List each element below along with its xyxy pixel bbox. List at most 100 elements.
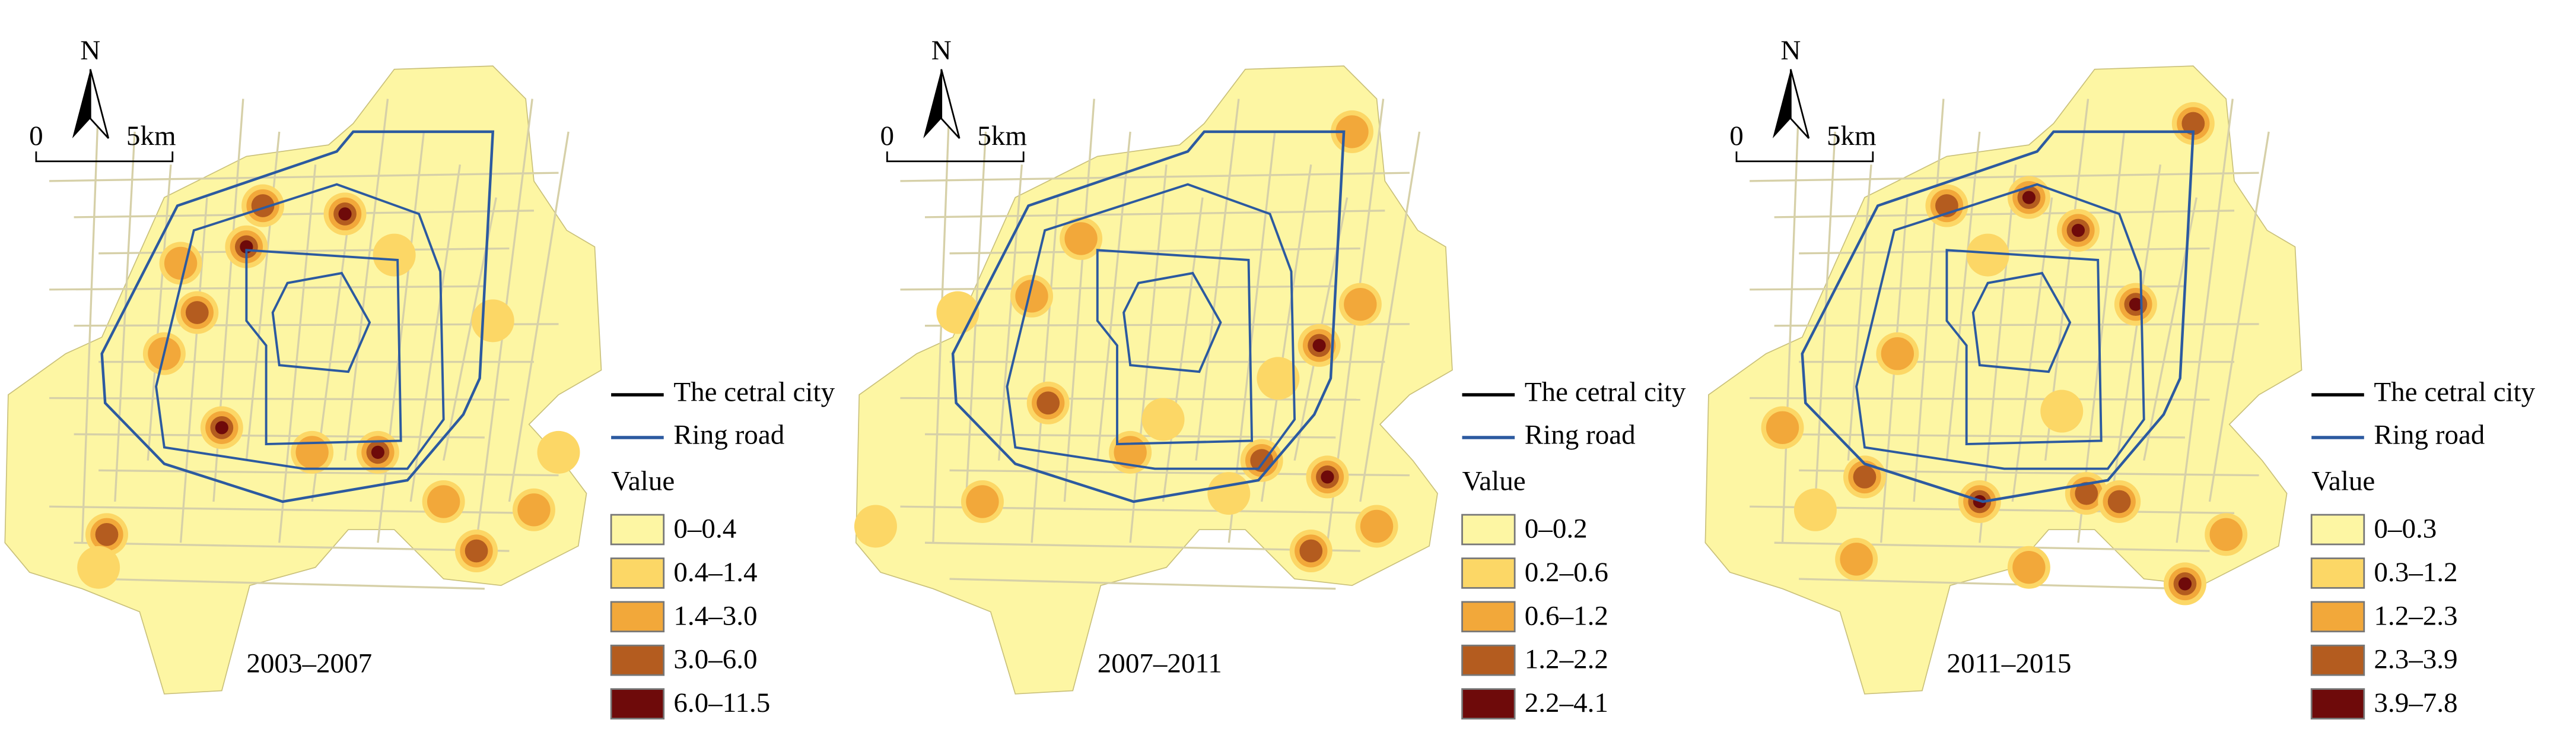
ring-road	[1096, 249, 1254, 446]
road	[925, 323, 1410, 327]
hotspot	[537, 430, 580, 474]
hotspot	[164, 246, 198, 280]
legend-label: Ring road	[673, 420, 784, 451]
legend-swatch	[1461, 557, 1516, 589]
hotspot	[966, 485, 999, 518]
legend-label: 6.0–11.5	[673, 687, 770, 718]
legend-label: Ring road	[2374, 420, 2485, 451]
legend-label: 0.2–0.6	[1525, 557, 1608, 588]
hotspot	[295, 436, 329, 469]
scale-bar	[35, 151, 174, 163]
scale-start: 0	[1729, 121, 1744, 151]
hotspot	[1064, 222, 1098, 255]
legend-label: 1.2–2.3	[2374, 600, 2457, 631]
road	[98, 469, 559, 477]
road	[147, 164, 172, 461]
legend-swatch	[610, 514, 665, 546]
legend-label: 1.2–2.2	[1525, 644, 1608, 675]
central-city	[1122, 271, 1222, 373]
road	[74, 433, 485, 439]
city-area	[855, 65, 1453, 695]
road	[114, 131, 136, 502]
legend-label: The cetral city	[2374, 377, 2535, 408]
road	[1774, 210, 2235, 218]
hotspot	[371, 445, 384, 459]
road	[1359, 131, 1421, 502]
north-label: N	[80, 35, 100, 66]
road	[924, 210, 1385, 218]
hotspot	[1793, 488, 1837, 531]
road	[1195, 99, 1240, 461]
road	[1129, 164, 1168, 543]
road	[2208, 131, 2270, 502]
ring-road	[1855, 183, 2145, 470]
hotspot	[1141, 398, 1185, 441]
legend-swatch	[610, 601, 665, 633]
hotspot	[1036, 391, 1060, 415]
north-arrow	[1789, 69, 1810, 139]
period-label: 2011–2015	[1947, 648, 2071, 679]
ring-road	[100, 130, 495, 503]
road	[278, 164, 317, 543]
legend-label: 0.3–1.2	[2374, 557, 2457, 588]
legend-title: Value	[611, 465, 675, 496]
road	[1774, 323, 2259, 327]
hotspot	[373, 233, 416, 277]
road	[1814, 131, 1836, 502]
road	[1750, 285, 2185, 291]
legend-label: 0–0.2	[1525, 514, 1588, 544]
ring-road	[1801, 130, 2195, 503]
ring-road	[245, 249, 402, 446]
scale-end: 5km	[977, 121, 1027, 151]
road	[1781, 99, 1800, 543]
road	[508, 131, 570, 502]
road	[1847, 164, 1872, 461]
road	[1750, 397, 2210, 401]
road	[949, 578, 1336, 590]
hotspot	[2071, 223, 2085, 237]
legend-swatch	[2310, 688, 2365, 720]
hotspot	[471, 299, 514, 343]
road	[1774, 433, 2185, 439]
north-arrow	[89, 69, 110, 139]
road	[74, 541, 510, 552]
road	[900, 397, 1360, 401]
map-panel: N 0 5km 2011–2015 The cetral city Ring road Va…	[1704, 35, 2536, 720]
map-panel: N 0 5km 2007–2011 The cetral city Ring road Va…	[854, 35, 1686, 720]
hotspot	[1015, 280, 1048, 313]
legend-swatch	[610, 644, 665, 676]
scale-end: 5km	[126, 121, 176, 151]
legend-swatch	[2310, 514, 2365, 546]
road	[900, 285, 1336, 291]
road	[1162, 197, 1204, 502]
hotspot	[2075, 481, 2098, 505]
legend-label: 2.2–4.1	[1525, 687, 1608, 718]
legend-swatch	[1461, 688, 1516, 720]
hotspot	[2040, 389, 2084, 433]
road-network	[900, 99, 1421, 590]
scale-end: 5km	[1827, 121, 1877, 151]
hotspot	[2012, 551, 2046, 584]
hotspot	[1881, 337, 1914, 370]
road	[1799, 578, 2185, 590]
hotspot	[517, 493, 551, 527]
road	[49, 172, 559, 182]
road	[179, 197, 208, 543]
city-area	[1704, 65, 2303, 695]
road	[900, 172, 1410, 182]
legend-label: The cetral city	[673, 377, 835, 408]
road	[1979, 164, 2017, 543]
road	[49, 285, 485, 291]
hotspot	[77, 546, 120, 589]
hotspot	[2022, 191, 2036, 204]
ring-road	[1006, 183, 1296, 470]
hotspot	[1299, 539, 1323, 563]
legend-label: Ring road	[1525, 420, 1636, 451]
north-label: N	[1780, 35, 1801, 66]
hotspot	[465, 539, 488, 563]
ring-road	[155, 183, 445, 470]
hotspot	[1966, 233, 2009, 277]
legend-label: The cetral city	[1525, 377, 1686, 408]
scale-bar	[886, 151, 1025, 163]
road	[2110, 164, 2162, 502]
